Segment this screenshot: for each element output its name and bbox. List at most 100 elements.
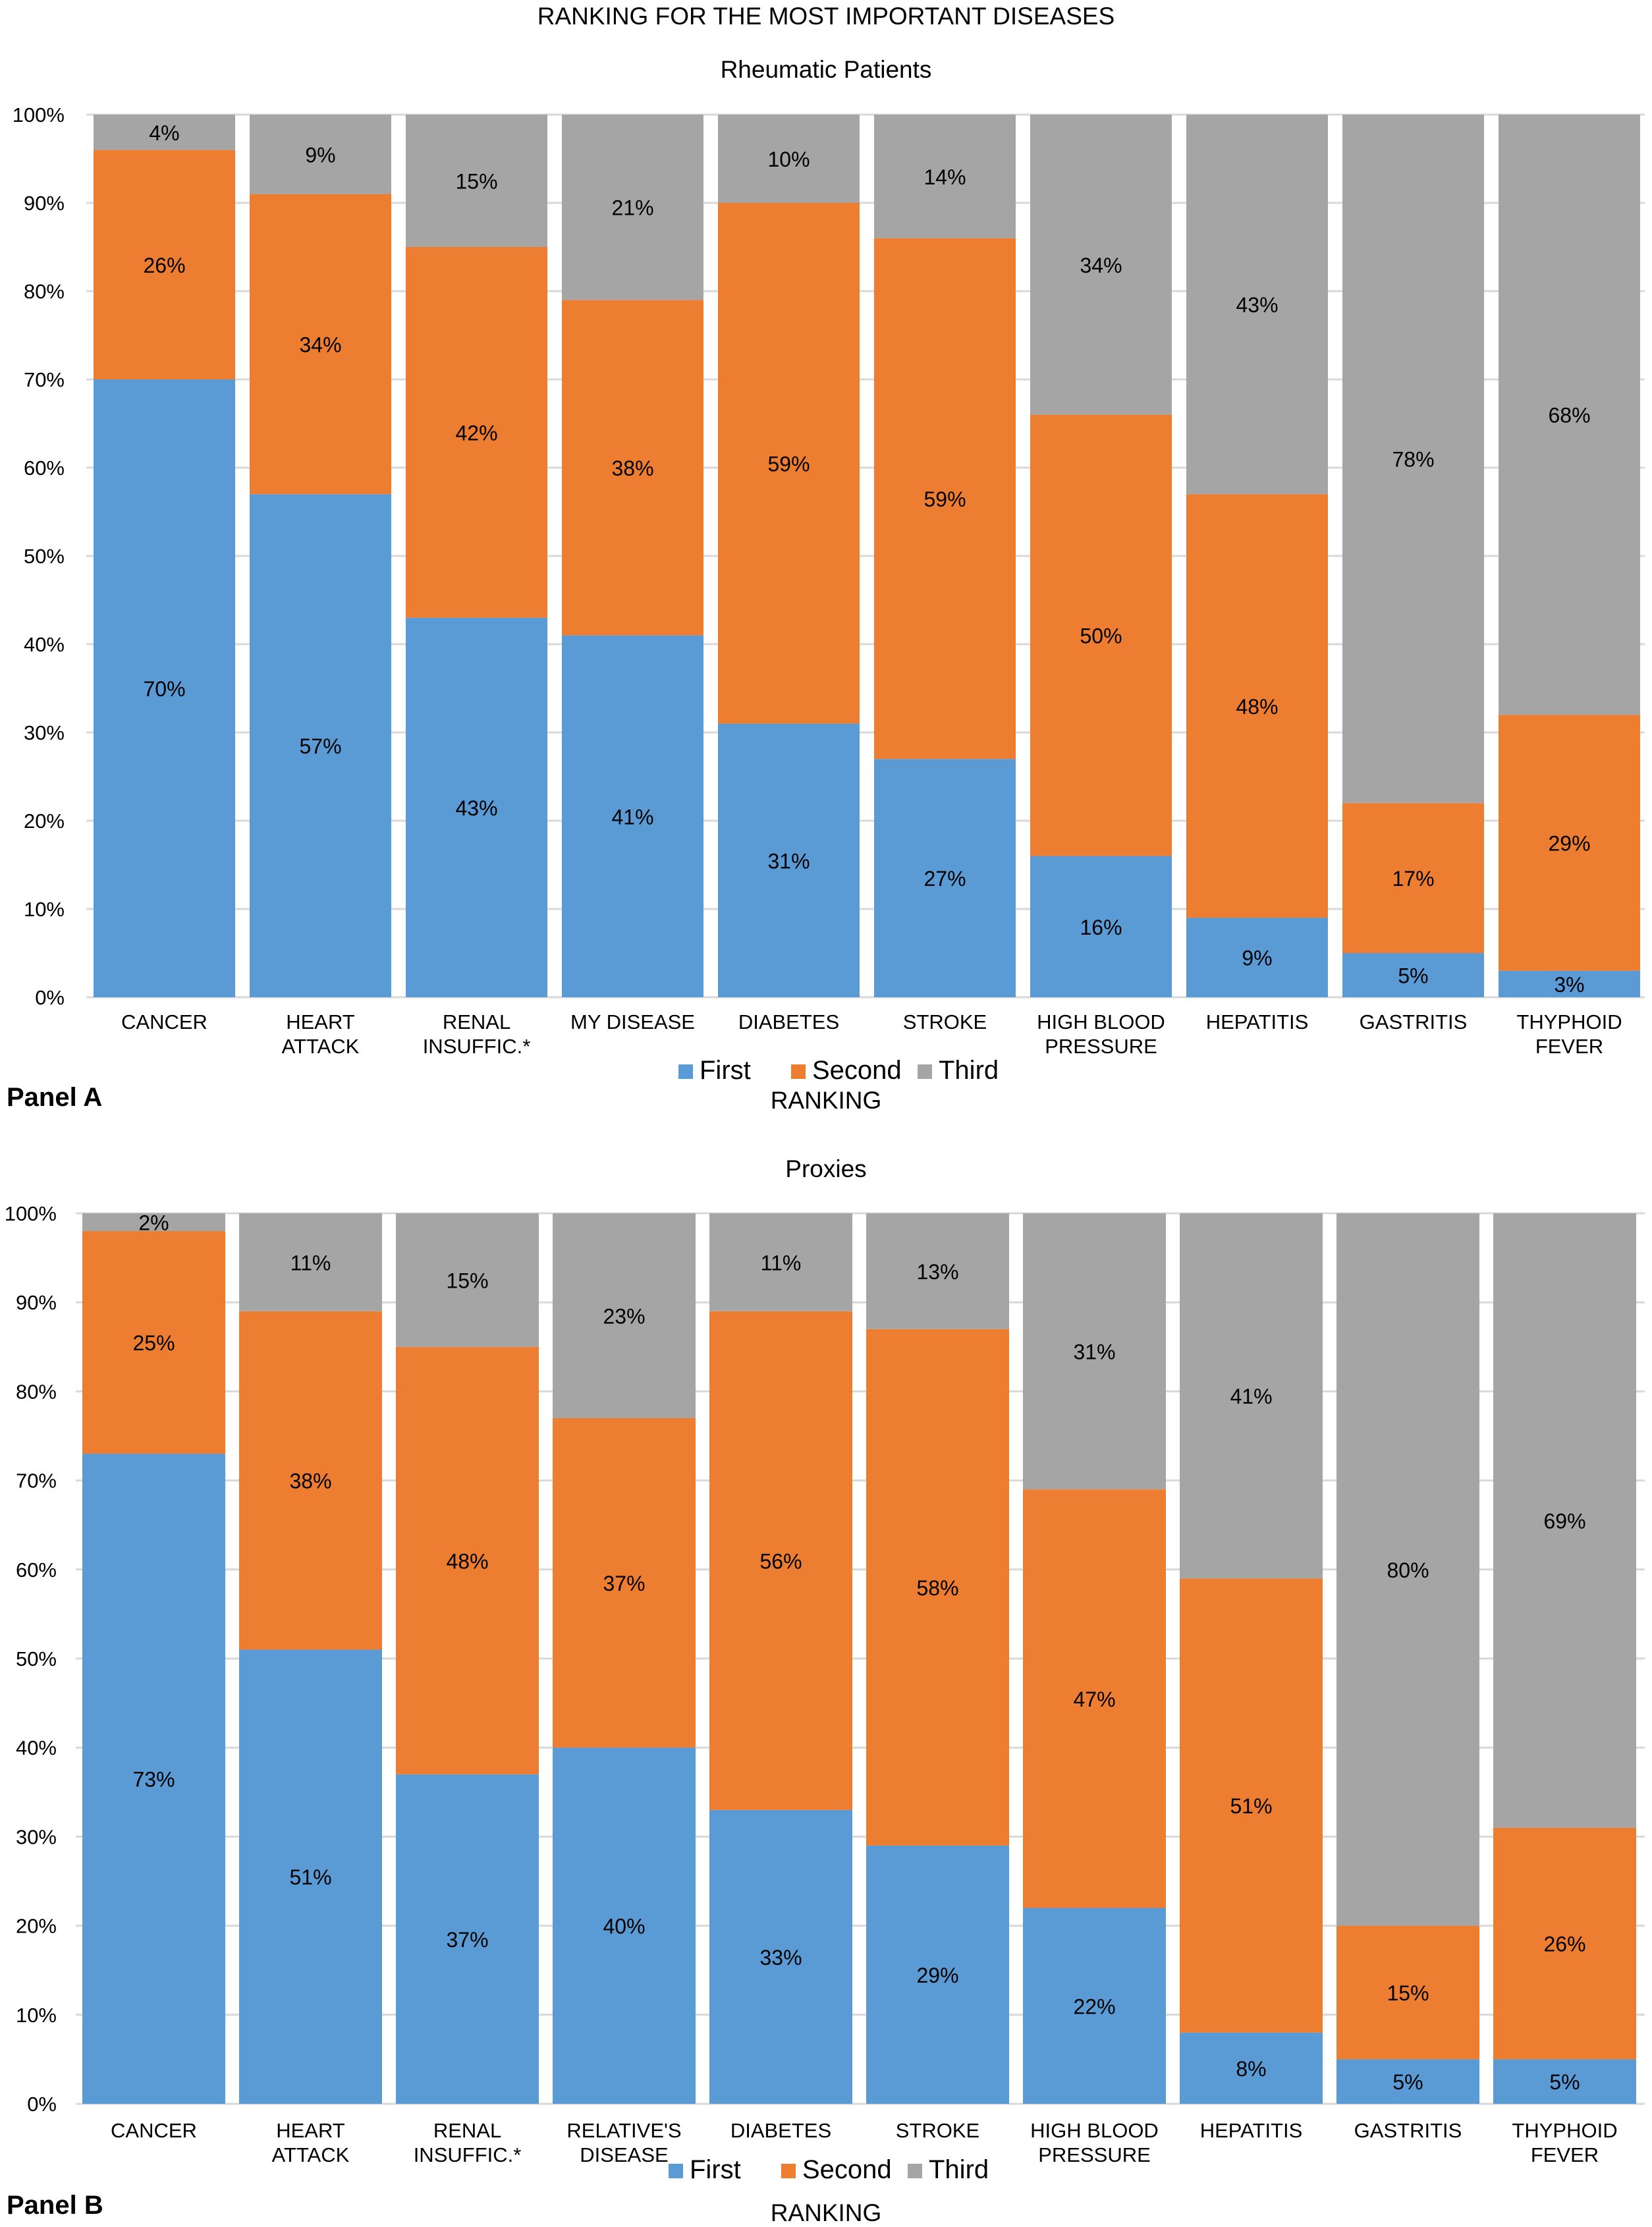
bar-segment-first [396,1774,539,2104]
bar-segment-first [94,379,235,997]
legend-label-second: Second [802,2155,892,2184]
y-tick-label: 90% [16,1291,57,1314]
bar-segment-first [553,1747,696,2104]
data-label: 48% [1236,695,1278,719]
x-category-label: HEART [286,1010,355,1033]
data-label: 15% [446,1269,488,1292]
bar-segment-first [239,1649,382,2104]
data-label: 80% [1387,1558,1429,1582]
data-label: 29% [916,1964,958,1987]
bar-segment-second [718,203,860,724]
data-label: 5% [1398,964,1428,988]
legend-swatch-third [918,1064,932,1079]
bar-segment-third [1342,115,1484,804]
y-tick-label: 30% [16,1825,57,1848]
x-category-label: DIABETES [738,1010,839,1033]
data-label: 59% [923,487,966,511]
y-tick-label: 100% [5,1202,57,1225]
y-tick-label: 0% [27,2093,57,2116]
data-label: 59% [767,452,810,476]
y-tick-label: 70% [24,368,65,391]
data-label: 9% [1242,947,1272,970]
data-label: 10% [767,148,810,171]
bar-segment-second [553,1417,696,1748]
chart-panel-b: Proxies 0% 10% 20% 30% 40% 50% 60% 70% 80% 90% 100%… [5,1155,1645,2226]
bar-segment-first [1493,2059,1636,2104]
data-label: 13% [916,1260,958,1284]
legend-swatch-first [669,2164,683,2178]
data-label: 58% [916,1576,958,1600]
bar-segment-first [406,617,547,997]
bar-segment-third [82,1213,225,1232]
bar-segment-second [1023,1489,1166,1908]
bar-segment-first [718,723,860,997]
bar-segment-third [239,1213,382,1311]
data-label: 26% [143,254,185,277]
data-label: 42% [455,421,497,445]
x-category-label: ATTACK [282,1035,360,1058]
x-category-label: THYPHOID [1516,1010,1622,1033]
x-category-label: DIABETES [730,2119,831,2142]
data-label: 34% [299,333,341,356]
data-label: 37% [603,1572,645,1595]
bar-segment-second [94,150,235,379]
x-category-label: RENAL [443,1010,510,1033]
bar-segment-first [709,1809,852,2104]
y-tick-label: 10% [24,898,65,921]
legend-label-third: Third [939,1056,999,1085]
x-category-label: HEPATITIS [1200,2119,1303,2142]
bar-segment-third [1499,115,1640,715]
bar-segment-second [1499,715,1640,971]
data-label: 41% [611,805,653,829]
data-label: 14% [923,165,966,189]
bar-segment-third [709,1213,852,1311]
y-tick-label: 80% [16,1380,57,1403]
x-category-label: HIGH BLOOD [1030,2119,1159,2142]
bar-segment-first [874,759,1016,997]
data-label: 41% [1230,1385,1272,1408]
data-label: 69% [1543,1509,1585,1533]
y-tick-label: 20% [16,1915,57,1938]
y-tick-label: 50% [24,545,65,568]
data-label: 15% [1387,1981,1429,2005]
data-label: 8% [1236,2057,1266,2081]
bar-segment-third [1186,115,1328,495]
data-label: 38% [611,456,653,480]
panel-label: Panel A [7,1083,102,1112]
bar-segment-first [82,1454,225,2104]
data-label: 2% [138,1211,169,1235]
x-category-label: FEVER [1531,2143,1599,2166]
data-label: 17% [1392,867,1434,891]
bar-segment-second [239,1311,382,1650]
bar-segment-second [406,247,547,618]
data-label: 29% [1548,832,1590,856]
bar-segment-third [866,1213,1009,1329]
bar-segment-third [250,115,391,194]
x-category-label: FEVER [1535,1035,1603,1058]
x-category-label: GASTRITIS [1354,2119,1462,2142]
bar-segment-first [562,635,703,997]
data-label: 27% [923,867,966,891]
x-category-label: HIGH BLOOD [1037,1010,1165,1033]
bar-segment-third [1023,1213,1166,1490]
y-tick-label: 80% [24,280,65,303]
legend: First Second Third RANKING [669,2155,989,2226]
x-category-label: RENAL [433,2119,501,2142]
figure-title: RANKING FOR THE MOST IMPORTANT DISEASES [537,3,1115,30]
legend-label-second: Second [812,1056,902,1085]
data-label: 9% [305,143,335,167]
bar-segment-first [1342,953,1484,997]
bar-segment-third [1336,1213,1479,1926]
legend-label-first: First [700,1056,751,1085]
x-category-label: ATTACK [272,2143,350,2166]
bar-segment-third [553,1213,696,1418]
bar-segment-second [1342,803,1484,953]
y-tick-label: 40% [16,1736,57,1759]
bar-segment-second [250,194,391,495]
bar-segment-first [1499,970,1640,997]
data-label: 11% [290,1251,331,1275]
legend-swatch-second [791,1064,806,1079]
bar-segment-third [1493,1213,1636,1828]
bar-segment-second [709,1311,852,1810]
bar-segment-third [874,115,1016,238]
